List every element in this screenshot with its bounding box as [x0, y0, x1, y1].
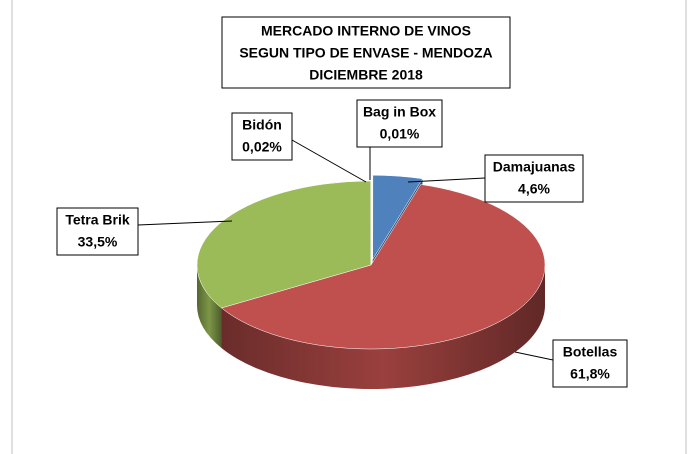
value-label: 0,02% — [242, 139, 282, 155]
label-box — [231, 112, 293, 161]
leader-line — [407, 177, 486, 183]
pie-slice — [196, 180, 372, 309]
chart-frame — [11, 0, 687, 454]
leader-line — [291, 139, 367, 183]
value-label: 4,6% — [518, 181, 550, 197]
title-box — [221, 16, 511, 89]
slice-shade — [221, 265, 545, 389]
category-label: Botellas — [563, 344, 618, 360]
label-box — [484, 154, 584, 203]
leader-line — [137, 220, 233, 226]
label-box — [356, 99, 443, 148]
category-label: Tetra Brik — [65, 212, 130, 228]
pie-slice — [220, 184, 546, 350]
category-label: Bidón — [242, 117, 282, 133]
value-label: 33,5% — [78, 234, 118, 250]
leader-line — [514, 351, 554, 361]
chart-title: MERCADO INTERNO DE VINOS — [261, 23, 471, 39]
slice-shade — [197, 265, 222, 348]
chart-title: SEGUN TIPO DE ENVASE - MENDOZA — [239, 45, 492, 61]
chart-title: DICIEMBRE 2018 — [309, 67, 423, 83]
value-label: 0,01% — [380, 126, 420, 142]
value-label: 61,8% — [570, 366, 610, 382]
category-label: Damajuanas — [493, 159, 576, 175]
label-box — [56, 207, 139, 256]
category-label: Bag in Box — [363, 104, 436, 120]
label-box — [552, 339, 628, 388]
pie-slice — [372, 175, 423, 261]
